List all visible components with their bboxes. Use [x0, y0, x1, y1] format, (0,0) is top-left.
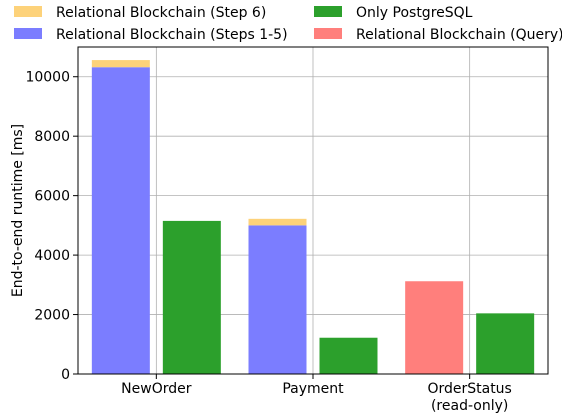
x-tick-label-payment: Payment	[282, 381, 344, 397]
bar-orderstatus-relational-blockchain-query	[405, 281, 464, 374]
legend-item-only-postgresql: Only PostgreSQL	[314, 5, 473, 21]
legend-label: Only PostgreSQL	[356, 5, 473, 21]
y-axis: 0 2000 4000 6000 8000 10000	[25, 70, 78, 383]
y-axis-label: End-to-end runtime [ms]	[10, 124, 26, 297]
legend-swatch	[314, 28, 342, 39]
bar-neworder-only-postgresql	[162, 220, 221, 374]
legend-label: Relational Blockchain (Query)	[356, 27, 562, 43]
y-tick-label: 10000	[25, 70, 70, 86]
legend: Relational Blockchain (Step 6) Relational…	[14, 5, 562, 43]
legend-item-relational-blockchain-step-6: Relational Blockchain (Step 6)	[14, 5, 266, 21]
bar-neworder-relational-blockchain-step-6	[91, 60, 150, 68]
bar-payment-only-postgresql	[319, 337, 378, 374]
bar-orderstatus-only-postgresql	[476, 313, 535, 374]
x-axis: NewOrder Payment OrderStatus(read-only)	[121, 374, 512, 414]
y-tick-label: 2000	[34, 308, 70, 324]
bar-payment-relational-blockchain-step-6	[248, 218, 307, 226]
legend-swatch	[14, 6, 42, 17]
legend-item-relational-blockchain-steps-1-5: Relational Blockchain (Steps 1-5)	[14, 27, 288, 43]
bar-neworder-relational-blockchain-steps-1-5	[91, 67, 150, 375]
y-tick-label: 0	[61, 367, 70, 383]
bar-payment-relational-blockchain-steps-1-5	[248, 225, 307, 374]
y-tick-label: 8000	[34, 129, 70, 145]
x-tick-label-sub: (read-only)	[431, 398, 508, 414]
legend-item-relational-blockchain-query: Relational Blockchain (Query)	[314, 27, 562, 43]
y-tick-label: 4000	[34, 248, 70, 264]
legend-label: Relational Blockchain (Steps 1-5)	[56, 27, 288, 43]
y-tick-label: 6000	[34, 189, 70, 205]
legend-swatch	[314, 6, 342, 17]
legend-swatch	[14, 28, 42, 39]
grid-lines	[78, 47, 548, 375]
x-tick-label-orderstatus: OrderStatus	[427, 381, 511, 397]
legend-label: Relational Blockchain (Step 6)	[56, 5, 266, 21]
x-tick-label-neworder: NewOrder	[121, 381, 192, 397]
bars	[91, 60, 535, 375]
